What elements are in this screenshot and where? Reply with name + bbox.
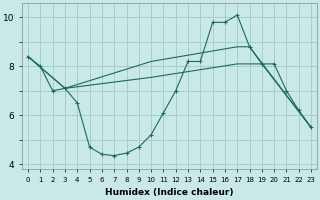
X-axis label: Humidex (Indice chaleur): Humidex (Indice chaleur) (105, 188, 234, 197)
